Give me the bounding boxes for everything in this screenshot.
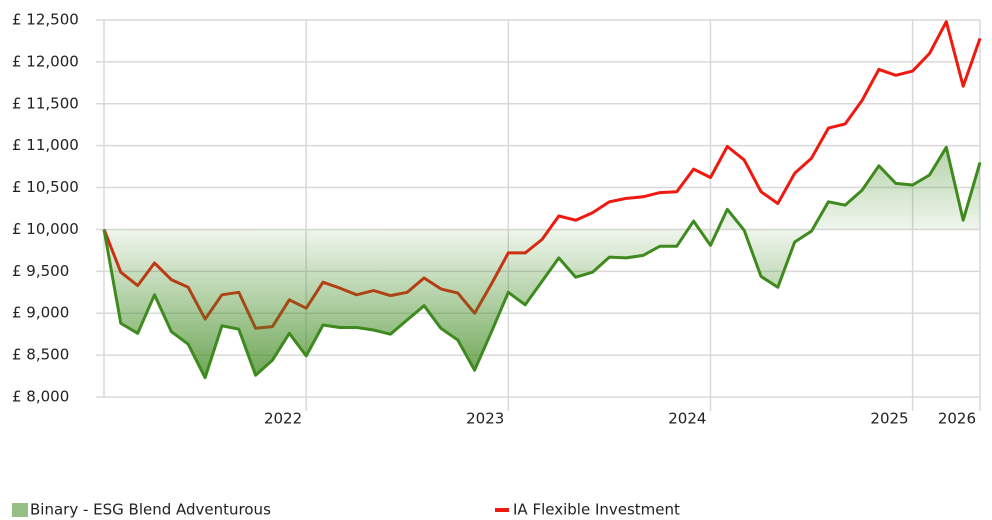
x-tick-label: 2023 xyxy=(466,410,504,428)
legend-label: IA Flexible Investment xyxy=(513,501,680,519)
area xyxy=(104,147,980,378)
legend-label: Binary - ESG Blend Adventurous xyxy=(30,501,271,519)
line-series xyxy=(102,145,982,380)
y-tick-label: £ 10,500 xyxy=(12,178,79,196)
y-tick-label: £ 8,000 xyxy=(12,388,69,406)
x-tick-label: 2026 xyxy=(938,410,976,428)
legend-swatch xyxy=(12,503,28,517)
y-tick-label: £ 11,500 xyxy=(12,94,79,112)
y-tick-label: £ 8,500 xyxy=(12,346,69,364)
x-tick-label: 2024 xyxy=(668,410,706,428)
x-tick-label: 2022 xyxy=(264,410,302,428)
y-tick-label: £ 12,500 xyxy=(12,11,79,29)
y-tick-label: £ 9,000 xyxy=(12,304,69,322)
y-tick-label: £ 11,000 xyxy=(12,136,79,154)
x-tick-label: 2025 xyxy=(870,410,908,428)
y-tick-label: £ 9,500 xyxy=(12,262,69,280)
y-tick-label: £ 12,000 xyxy=(12,52,79,70)
legend-swatch xyxy=(495,508,509,512)
y-tick-label: £ 10,000 xyxy=(12,220,79,238)
